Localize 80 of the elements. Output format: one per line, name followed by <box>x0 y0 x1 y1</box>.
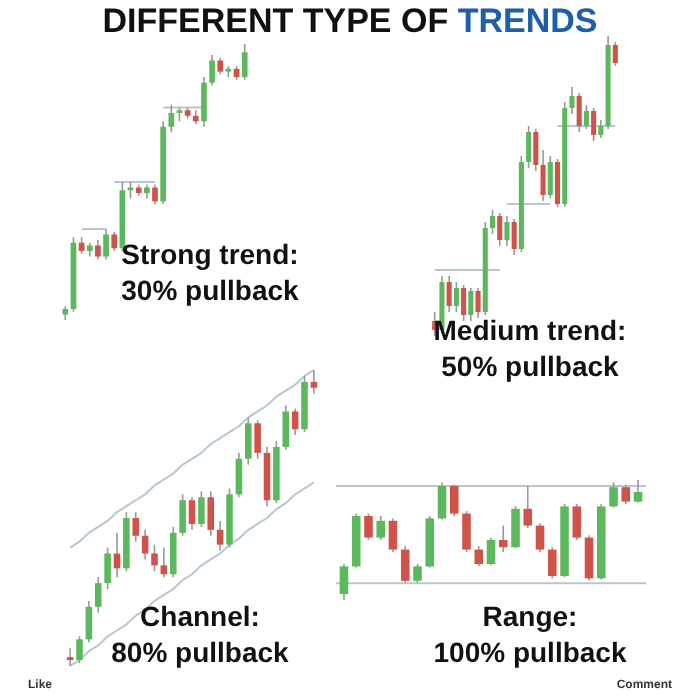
candlestick <box>152 183 158 205</box>
candlestick <box>511 218 517 256</box>
candlestick <box>94 576 102 614</box>
candlestick <box>497 212 503 247</box>
candlestick <box>576 92 582 133</box>
candlestick <box>291 407 299 436</box>
candlestick <box>66 647 74 667</box>
candlestick <box>364 512 373 541</box>
candlestick <box>339 563 349 601</box>
candlestick <box>95 239 101 261</box>
candlestick <box>526 125 532 169</box>
candlestick <box>446 275 452 313</box>
candlestick <box>554 158 561 208</box>
candlestick <box>188 496 196 531</box>
candlestick <box>235 452 243 499</box>
candlestick <box>301 375 308 433</box>
candlestick <box>474 545 484 568</box>
candlestick <box>468 287 474 322</box>
candlestick <box>244 416 252 466</box>
annotation: Range: <box>482 600 578 632</box>
candlestick <box>449 484 459 517</box>
candlestick <box>111 230 118 252</box>
candlestick <box>141 529 149 561</box>
candlestick <box>425 515 435 569</box>
candlestick <box>621 484 631 505</box>
candlestick <box>609 481 618 509</box>
annotation: Medium trend: <box>433 314 627 346</box>
candlestick <box>511 505 520 550</box>
candlestick <box>591 107 597 142</box>
candlestick <box>498 524 508 553</box>
candlestick <box>612 41 618 67</box>
candlestick <box>475 287 481 319</box>
candlestick <box>547 546 557 580</box>
text: DIFFERENT TYPE OF TRENDS <box>102 2 598 40</box>
candlestick <box>437 481 447 521</box>
candlestick <box>584 534 594 582</box>
candlestick <box>633 479 643 504</box>
candlestick <box>103 228 109 261</box>
candlestick <box>461 284 467 322</box>
candlestick <box>388 517 398 553</box>
annotation: Channel: <box>140 600 260 632</box>
candlestick <box>535 522 545 553</box>
candlestick <box>216 520 224 552</box>
candlestick <box>201 76 207 128</box>
text: 100% pullback <box>433 636 627 668</box>
candlestick <box>310 369 318 395</box>
candlestick <box>151 543 158 573</box>
candlestick <box>489 209 496 235</box>
candlestick <box>282 404 290 451</box>
candlestick <box>400 545 410 584</box>
candlestick <box>209 54 215 87</box>
candlestick <box>572 503 582 541</box>
candlestick <box>533 128 539 172</box>
candlestick <box>169 526 177 578</box>
candlestick <box>540 149 546 202</box>
candlestick <box>179 493 186 537</box>
annotation: Strong trend: <box>121 238 299 270</box>
candlestick <box>76 635 83 664</box>
candlestick <box>376 515 386 541</box>
candlestick <box>207 490 215 537</box>
candlestick <box>85 600 93 644</box>
candlestick <box>132 511 140 543</box>
candlestick <box>547 155 553 199</box>
candlestick <box>462 510 471 553</box>
candlestick <box>160 546 168 578</box>
candlestick <box>241 43 248 81</box>
candlestick <box>104 546 111 590</box>
text: 50% pullback <box>441 350 620 382</box>
candlestick <box>263 446 271 507</box>
annotation: 30% pullback <box>121 274 300 306</box>
candlestick <box>583 104 589 130</box>
candlestick <box>198 490 205 528</box>
candlestick <box>486 536 496 566</box>
candlestick <box>523 485 533 529</box>
candlestick <box>254 419 261 460</box>
candlestick <box>413 563 422 584</box>
annotation: 80% pullback <box>111 636 290 668</box>
candlestick <box>504 215 510 247</box>
candlestick <box>168 103 175 134</box>
candlestick <box>453 281 459 313</box>
